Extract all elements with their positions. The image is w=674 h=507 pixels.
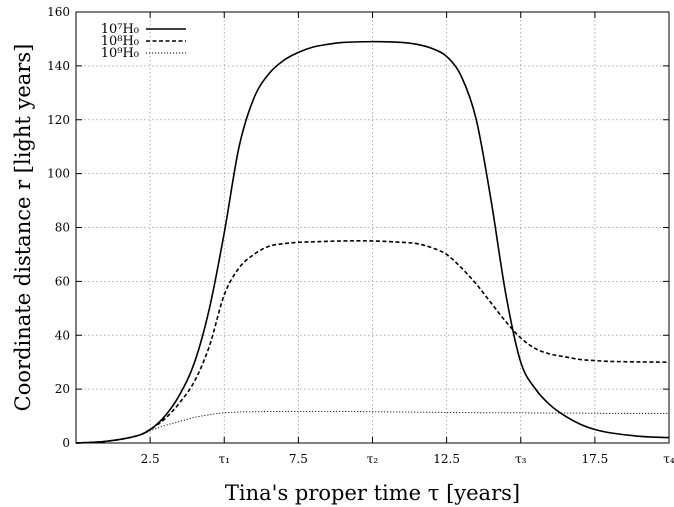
x-axis-label: Tina's proper time τ [years] [225, 481, 520, 505]
y-tick-label: 80 [55, 221, 70, 235]
y-tick-label: 140 [47, 59, 70, 73]
legend-label-2: 10⁸H₀ [101, 34, 139, 49]
y-tick-label: 20 [55, 382, 70, 396]
series-layer [75, 40, 670, 444]
x-tick-label: 17.5 [582, 452, 609, 466]
x-tick-label: 7.5 [289, 452, 308, 466]
series-line-1 [75, 40, 670, 444]
y-tick-label: 120 [47, 113, 70, 127]
x-tick-label: 12.5 [433, 452, 460, 466]
legend-label-3: 10⁹H₀ [101, 46, 139, 61]
series-line-3 [75, 411, 669, 444]
legend-label-1: 10⁷H₀ [101, 22, 139, 37]
ticks: 2.5 τ₁ 7.5 τ₂ 12.5 τ₃ 17.5 τ₄ 0 20 40 60 80 100 120 140… [47, 5, 674, 466]
y-tick-label: 0 [62, 436, 70, 450]
x-tick-label: 2.5 [141, 452, 160, 466]
y-tick-label: 40 [55, 328, 70, 342]
y-tick-label: 160 [47, 5, 70, 19]
y-axis-label: Coordinate distance r [light years] [11, 44, 35, 412]
x-tick-label: τ₁ [219, 452, 230, 466]
x-tick-label: τ₄ [663, 452, 674, 466]
x-tick-label: τ₃ [515, 452, 527, 466]
y-tick-label: 100 [47, 167, 70, 181]
x-tick-label: τ₂ [367, 452, 379, 466]
y-tick-label: 60 [55, 274, 70, 288]
grid [76, 12, 669, 443]
